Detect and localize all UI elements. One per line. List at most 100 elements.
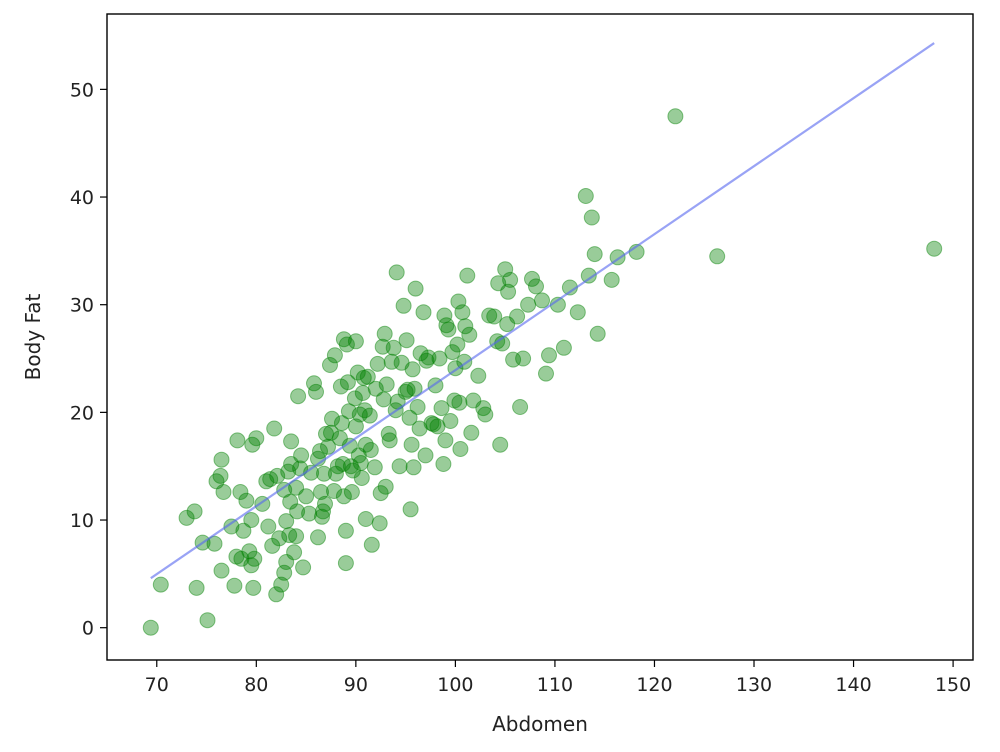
data-point <box>709 248 726 265</box>
data-point <box>213 562 230 579</box>
data-point <box>258 473 275 490</box>
data-point <box>339 374 356 391</box>
data-point <box>470 367 487 384</box>
data-point <box>534 292 550 309</box>
data-point <box>326 347 343 364</box>
y-tick-label: 30 <box>70 295 94 317</box>
data-point <box>420 349 437 366</box>
data-point <box>454 304 471 321</box>
data-point <box>515 350 532 367</box>
data-point <box>436 307 453 324</box>
data-point <box>335 331 352 348</box>
data-point <box>401 409 418 426</box>
x-tick-label: 150 <box>935 674 971 696</box>
data-point <box>269 467 286 484</box>
x-axis-label: Abdomen <box>492 712 588 736</box>
data-point <box>399 381 416 398</box>
data-point <box>361 407 378 424</box>
data-point <box>524 270 540 287</box>
data-point <box>512 399 529 415</box>
x-tick-label: 120 <box>636 674 672 696</box>
data-point <box>313 484 329 500</box>
plot-frame <box>106 13 974 661</box>
data-point <box>241 543 258 560</box>
data-point <box>268 586 285 603</box>
data-point <box>367 380 384 397</box>
data-point <box>433 400 450 417</box>
data-point <box>317 495 333 512</box>
data-point <box>332 378 349 395</box>
data-point <box>465 392 482 409</box>
data-point <box>357 511 374 527</box>
data-point <box>404 361 421 378</box>
data-point <box>405 459 422 476</box>
data-point <box>342 458 359 475</box>
data-point <box>331 430 348 447</box>
data-point <box>411 420 428 437</box>
data-point <box>286 544 303 561</box>
data-point <box>266 420 283 437</box>
data-point <box>337 555 354 572</box>
data-point <box>425 416 442 433</box>
data-point <box>449 336 466 353</box>
data-point <box>228 548 245 565</box>
data-point <box>380 425 397 442</box>
data-point <box>233 550 250 567</box>
data-point <box>586 246 603 263</box>
data-point <box>178 509 195 526</box>
x-tick-label: 110 <box>537 674 573 696</box>
data-point <box>555 339 572 356</box>
data-point <box>444 344 461 361</box>
data-point <box>376 325 393 342</box>
data-point <box>569 304 586 321</box>
data-point <box>324 410 340 427</box>
data-point <box>381 432 398 449</box>
data-point <box>288 528 305 545</box>
data-point <box>446 392 463 409</box>
data-point <box>509 308 526 325</box>
data-point <box>245 579 262 596</box>
data-point <box>423 415 440 432</box>
data-point <box>341 437 358 454</box>
data-point <box>243 512 260 528</box>
data-point <box>260 518 277 535</box>
data-point <box>344 462 361 479</box>
data-point <box>528 278 544 295</box>
data-point <box>520 296 537 313</box>
data-point <box>199 612 216 629</box>
data-point <box>583 209 600 226</box>
data-point <box>395 297 412 314</box>
data-point <box>406 380 423 397</box>
data-point <box>283 433 300 450</box>
data-point <box>477 406 494 423</box>
data-point <box>264 537 281 554</box>
data-point <box>369 355 386 372</box>
data-point <box>457 318 474 335</box>
data-point <box>499 316 516 333</box>
data-point <box>215 484 232 500</box>
data-point <box>246 550 263 567</box>
data-point <box>450 293 467 310</box>
data-point <box>440 321 457 338</box>
data-point <box>415 304 432 321</box>
data-point <box>486 308 503 325</box>
y-axis-ticks: 0 10 20 30 40 50 <box>70 79 107 640</box>
regression-line <box>150 42 935 580</box>
data-point <box>438 317 455 334</box>
data-point <box>238 492 255 509</box>
data-point <box>357 436 374 453</box>
data-point <box>322 357 338 373</box>
y-axis-label: Body Fat <box>21 294 45 381</box>
data-point <box>320 438 336 455</box>
data-point <box>283 456 300 472</box>
data-point <box>418 352 435 369</box>
data-point <box>417 447 434 464</box>
y-tick-label: 20 <box>70 402 94 424</box>
x-tick-label: 80 <box>244 674 268 696</box>
fit-line-layer <box>150 42 935 580</box>
data-point <box>281 527 298 544</box>
data-point <box>293 447 310 464</box>
data-point <box>371 515 388 532</box>
data-point <box>398 332 415 349</box>
